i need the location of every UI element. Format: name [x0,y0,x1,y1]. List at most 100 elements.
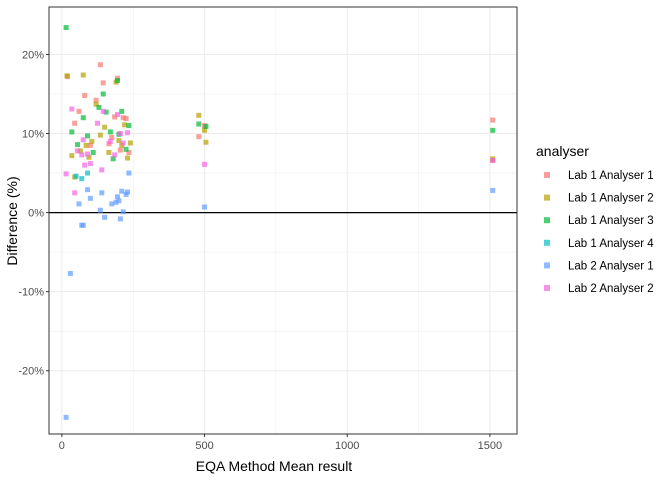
data-point [83,142,89,148]
legend-item: Lab 1 Analyser 4 [544,238,654,250]
legend-label: Lab 1 Analyser 1 [568,170,654,182]
data-point [75,148,81,154]
data-point [99,190,105,196]
data-point [107,138,113,144]
data-point [63,25,69,31]
data-point [97,132,103,138]
data-point [85,187,91,193]
data-point [123,115,129,121]
data-point [196,112,202,118]
data-point [90,149,96,155]
data-point [112,152,118,158]
data-point [87,195,93,201]
data-point [114,78,120,84]
data-point [82,93,88,99]
data-point [99,167,105,173]
data-point [122,122,128,128]
data-point [80,222,86,228]
data-point [116,198,122,204]
data-point [124,130,130,136]
legend-label: Lab 1 Analyser 2 [568,193,654,205]
data-point [100,80,106,86]
data-point [93,97,99,103]
series-4 [73,170,91,182]
data-point [119,188,125,194]
y-tick-label: 20% [22,49,44,61]
legend-label: Lab 2 Analyser 1 [568,260,654,272]
y-axis-title: Difference (%) [4,176,20,265]
legend-swatch [544,262,550,269]
data-point [86,154,92,160]
data-point [69,153,75,159]
y-tick-label: 0% [28,208,44,220]
legend-swatch [544,285,550,291]
x-tick-label: 1500 [478,440,502,452]
data-point [72,190,78,196]
data-point [87,142,93,148]
data-point [89,138,95,144]
legend-item: Lab 2 Analyser 1 [544,260,654,272]
series-6 [63,106,496,196]
legend-swatch [544,217,550,224]
data-point [95,120,101,126]
legend-item: Lab 1 Analyser 1 [544,170,654,182]
legend-label: Lab 2 Analyser 2 [568,283,654,295]
data-point [126,149,132,155]
data-point [110,156,116,162]
data-point [102,124,108,130]
data-point [79,152,85,158]
legend-label: Lab 1 Analyser 3 [568,215,654,227]
legend-title: analyser [536,143,589,159]
data-point [117,147,123,153]
data-point [490,187,496,193]
data-point [124,189,130,195]
data-points [63,25,496,420]
legend-item: Lab 2 Analyser 2 [544,283,654,295]
y-tick-label: -20% [18,366,44,378]
data-point [107,129,113,135]
data-point [126,123,132,129]
data-point [80,115,86,121]
y-tick-label: -10% [18,287,44,299]
data-point [85,170,91,176]
data-point [67,270,73,276]
data-point [490,117,496,123]
data-point [116,138,122,144]
data-point [69,106,75,112]
data-point [202,204,208,210]
data-point [77,148,83,154]
data-point [490,157,496,163]
data-point [203,139,209,145]
series-5 [63,170,496,420]
x-tick-label: 1000 [335,440,359,452]
data-point [93,101,99,107]
data-point [75,142,81,148]
data-point [490,127,496,133]
legend-swatch [544,239,550,246]
data-point [64,73,70,79]
data-point [63,171,69,177]
data-point [117,216,123,222]
data-point [72,120,78,126]
legend-swatch [544,194,550,201]
legend-items: Lab 1 Analyser 1 Lab 1 Analyser 2 Lab 1 An… [544,170,654,295]
data-point [79,176,85,182]
data-point [96,104,102,110]
data-point [85,133,91,139]
data-point [203,123,209,129]
data-point [103,109,109,115]
data-point [126,170,132,176]
data-point [112,114,118,120]
legend-label: Lab 1 Analyser 4 [568,238,654,250]
data-point [63,414,69,420]
data-point [202,127,208,133]
data-point [106,149,112,155]
legend-swatch [544,172,550,178]
y-axis-ticks: 20% 10% 0% -10% -20% [18,49,49,378]
data-point [97,207,103,213]
plot-panel [48,6,518,435]
data-point [109,134,115,140]
data-point [69,129,75,135]
data-point [113,199,119,205]
